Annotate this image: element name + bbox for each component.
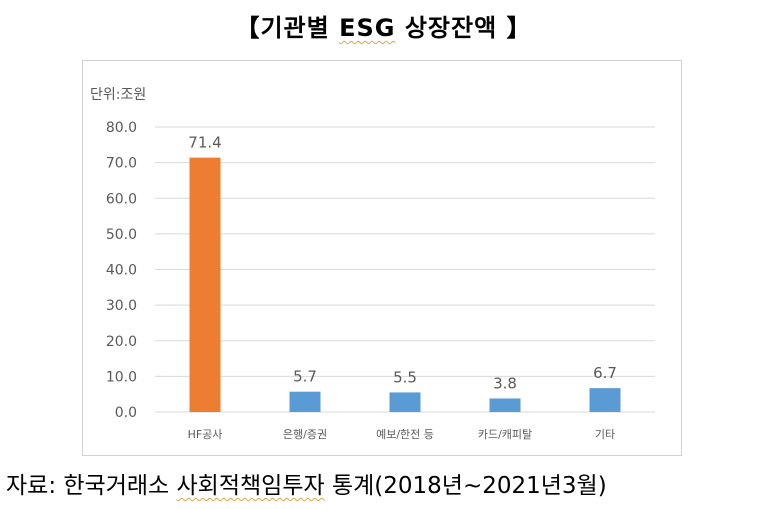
x-category-label: 은행/증권 [283, 428, 327, 441]
y-tick-label: 20.0 [106, 334, 137, 350]
y-tick-label: 30.0 [106, 298, 137, 314]
bar-chart: 단위:조원 0.0 10.0 20.0 30.0 40.0 50.0 60.0 70.0 80.0… [90, 87, 655, 441]
source-stats-name: 사회적책임투자 [176, 473, 325, 499]
chart-title: 【기관별 ESG 상장잔액 】 [0, 8, 767, 43]
y-tick-label: 80.0 [106, 120, 137, 136]
source-stats-period: 통계(2018년~2021년3월) [324, 473, 607, 499]
source-label: 자료: [6, 473, 64, 499]
x-category-label: 기타 [595, 428, 615, 441]
value-label: 5.7 [293, 368, 317, 386]
value-label: 3.8 [493, 374, 517, 392]
x-category-label: HF공사 [188, 428, 223, 441]
y-tick-label: 0.0 [115, 405, 137, 421]
value-label: 71.4 [188, 134, 221, 152]
unit-label: 단위:조원 [90, 87, 146, 103]
x-category-label: 카드/캐피탈 [478, 428, 532, 441]
chart-frame: 단위:조원 0.0 10.0 20.0 30.0 40.0 50.0 60.0 70.0 80.0… [82, 60, 682, 456]
y-tick-label: 40.0 [106, 263, 137, 279]
bar [489, 398, 521, 412]
bar [289, 391, 321, 412]
source-org: 한국거래소 [63, 473, 170, 499]
bar [389, 392, 421, 412]
bar [189, 157, 221, 412]
title-suffix: 상장잔액 [395, 14, 498, 42]
source-note: 자료: 한국거래소 사회적책임투자 통계(2018년~2021년3월) [6, 466, 607, 500]
title-bracket-open: 【 [235, 14, 261, 42]
title-prefix: 기관별 [260, 14, 340, 42]
y-tick-label: 10.0 [106, 369, 137, 385]
y-tick-label: 50.0 [106, 227, 137, 243]
x-category-label: 예보/한전 등 [376, 428, 434, 441]
value-label: 6.7 [593, 364, 617, 382]
title-bracket-close: 】 [506, 14, 532, 42]
bar [589, 388, 621, 412]
value-label: 5.5 [393, 368, 417, 386]
title-esg: ESG [339, 14, 396, 42]
y-tick-label: 60.0 [106, 191, 137, 207]
y-tick-label: 70.0 [106, 156, 137, 172]
